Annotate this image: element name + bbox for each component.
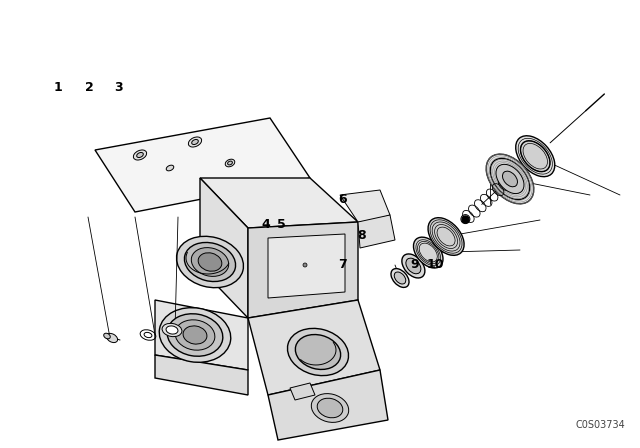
Text: 9: 9 [410,258,419,271]
Polygon shape [268,370,388,440]
Ellipse shape [228,161,232,165]
Ellipse shape [191,248,228,276]
Ellipse shape [402,254,425,278]
Polygon shape [248,300,380,395]
Ellipse shape [490,158,530,200]
Text: 8: 8 [357,228,366,242]
Ellipse shape [188,137,202,147]
Text: 10: 10 [426,258,444,271]
Ellipse shape [413,237,443,268]
Text: C0S03734: C0S03734 [575,420,625,430]
Ellipse shape [166,165,174,171]
Text: 1: 1 [53,81,62,94]
Ellipse shape [162,323,182,336]
Ellipse shape [225,159,235,167]
Ellipse shape [461,215,470,224]
Polygon shape [95,118,310,212]
Text: 7: 7 [338,258,347,271]
Ellipse shape [104,333,110,339]
Polygon shape [290,383,315,400]
Ellipse shape [391,269,409,288]
Ellipse shape [520,141,550,172]
Ellipse shape [133,150,147,160]
Polygon shape [340,190,390,222]
Ellipse shape [177,236,243,288]
Ellipse shape [183,326,207,344]
Ellipse shape [106,333,118,343]
Ellipse shape [406,258,421,274]
Ellipse shape [394,272,406,284]
Ellipse shape [516,136,555,177]
Ellipse shape [311,394,349,422]
Ellipse shape [198,253,222,271]
Text: 2: 2 [85,81,94,94]
Polygon shape [155,355,248,395]
Ellipse shape [428,218,464,255]
Ellipse shape [184,242,236,281]
Ellipse shape [167,314,223,356]
Ellipse shape [137,152,143,158]
Polygon shape [248,222,358,318]
Polygon shape [268,234,345,298]
Polygon shape [155,300,248,370]
Ellipse shape [159,308,231,362]
Text: 6: 6 [338,193,347,206]
Ellipse shape [175,320,215,350]
Ellipse shape [502,171,518,187]
Ellipse shape [192,139,198,145]
Polygon shape [200,178,358,228]
Polygon shape [200,178,248,318]
Ellipse shape [295,335,340,370]
Ellipse shape [317,398,343,418]
Ellipse shape [166,326,178,334]
Ellipse shape [303,263,307,267]
Ellipse shape [144,332,152,338]
Text: 4: 4 [261,217,270,231]
Ellipse shape [486,154,534,204]
Text: 3: 3 [114,81,123,94]
Ellipse shape [287,328,349,375]
Text: 5: 5 [277,217,286,231]
Ellipse shape [496,164,524,194]
Polygon shape [358,215,395,248]
